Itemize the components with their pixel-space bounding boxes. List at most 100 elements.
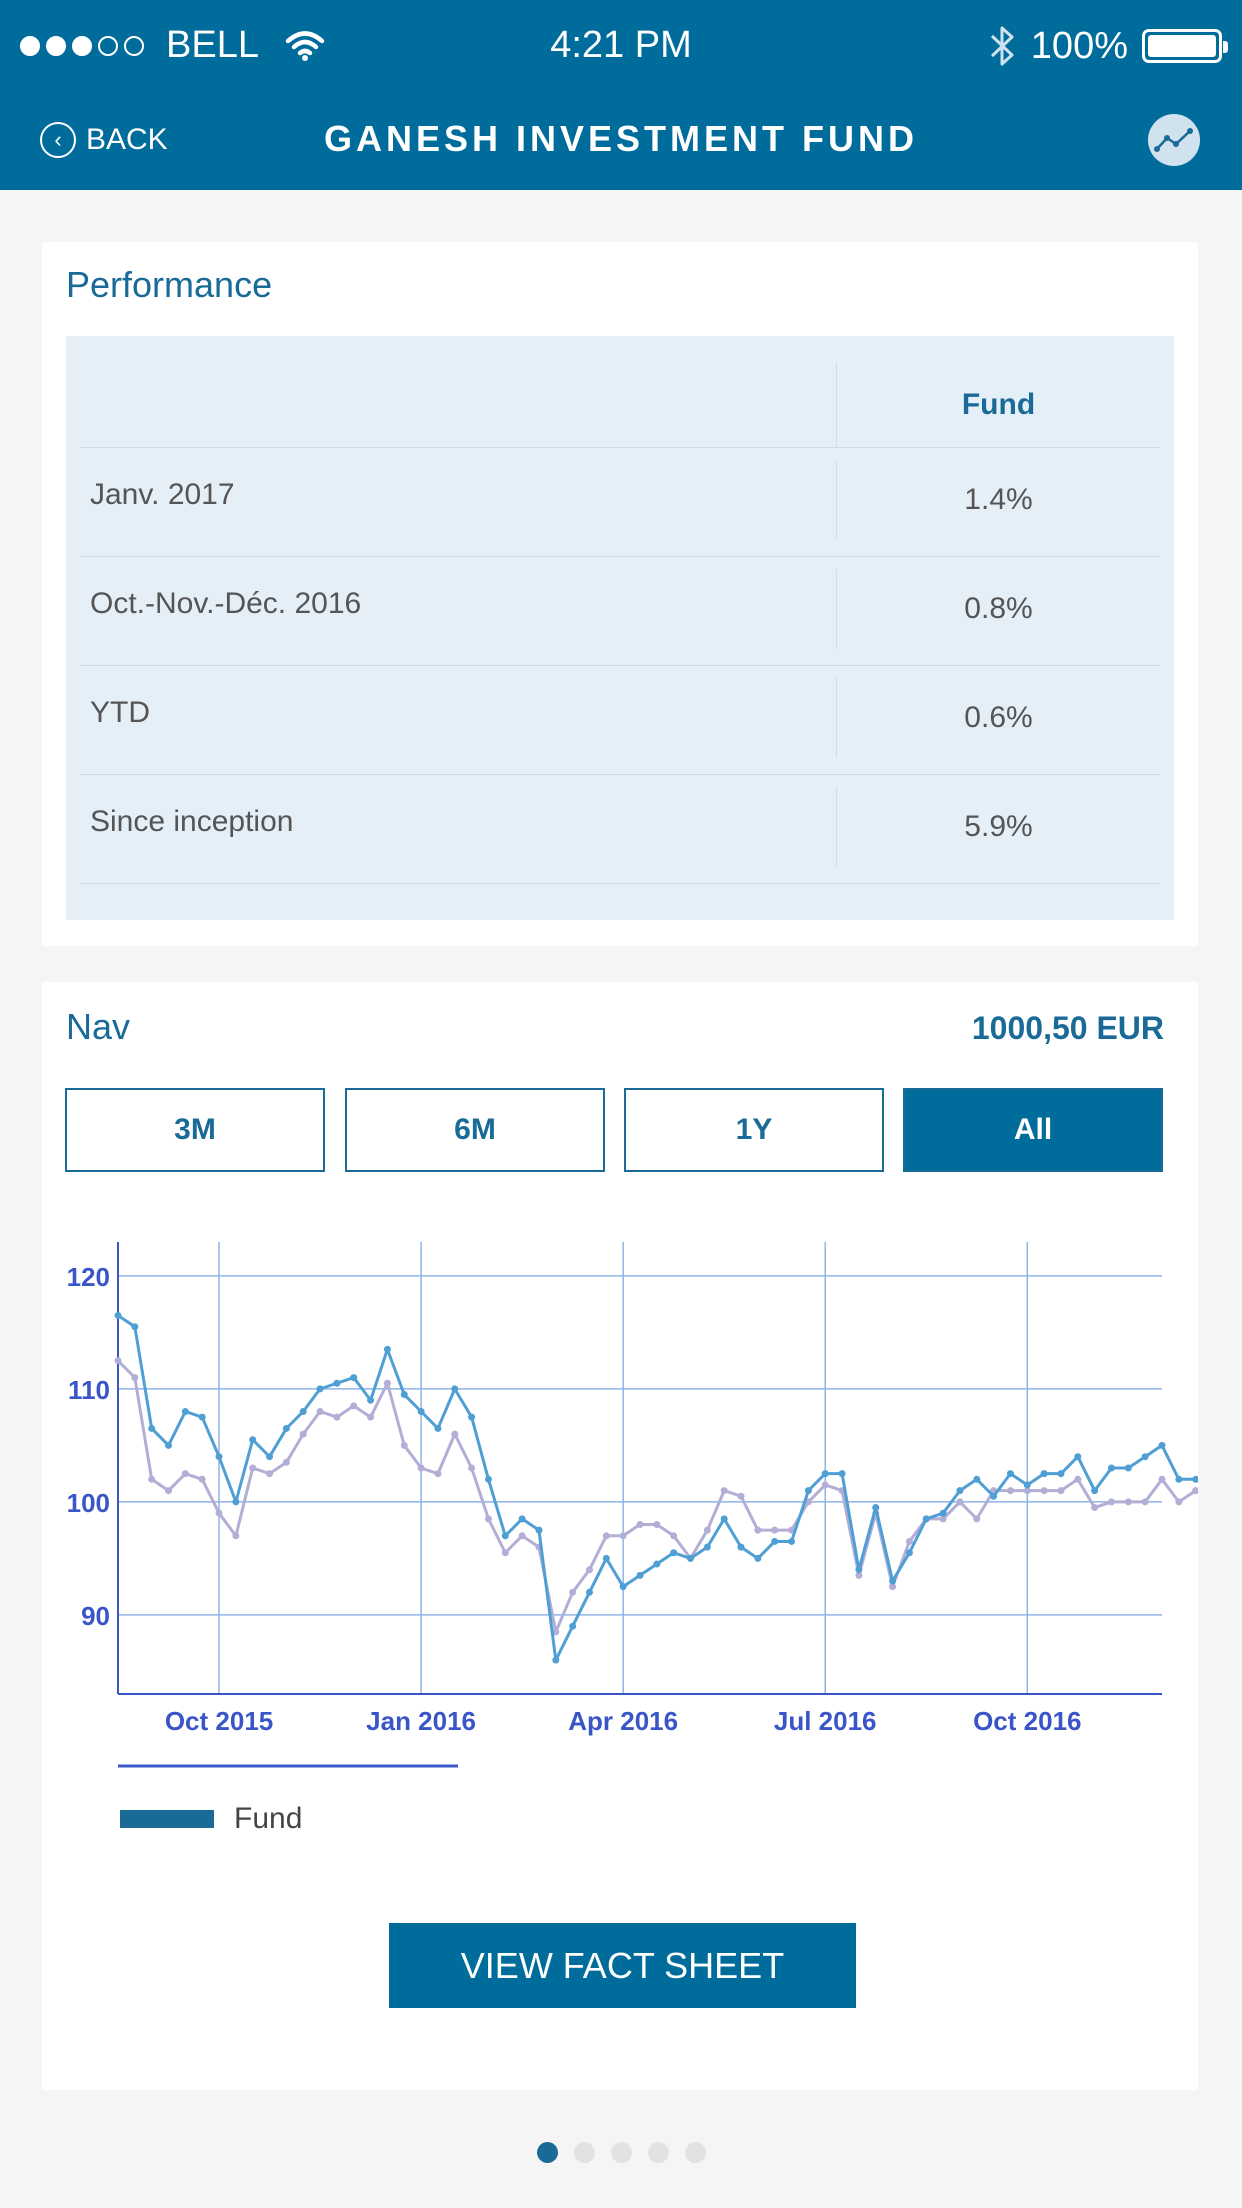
data-point	[585, 1566, 593, 1574]
data-point	[973, 1475, 981, 1483]
x-tick-label: Apr 2016	[568, 1706, 678, 1736]
data-point	[148, 1424, 156, 1432]
view-fact-sheet-button[interactable]: VIEW FACT SHEET	[389, 1923, 856, 2008]
back-label: BACK	[86, 123, 168, 156]
performance-title: Performance	[66, 264, 273, 305]
data-point	[316, 1408, 324, 1415]
row-value: 5.9%	[836, 787, 1160, 867]
data-point	[468, 1464, 476, 1472]
signal-dot-icon	[46, 35, 66, 56]
series-line	[116, 1359, 1198, 1634]
y-tick-label: 90	[81, 1601, 110, 1631]
data-point	[1057, 1487, 1065, 1495]
data-point	[282, 1458, 290, 1466]
range-button-6m[interactable]: 6M	[345, 1088, 605, 1172]
data-point	[367, 1413, 375, 1421]
data-point	[619, 1532, 627, 1540]
performance-card: Performance Fund Janv. 2017 1.4% Oct.-No…	[42, 242, 1198, 946]
data-point	[737, 1543, 745, 1551]
page-dot[interactable]	[573, 2142, 595, 2163]
data-point	[670, 1549, 678, 1557]
battery-icon	[1142, 29, 1228, 63]
row-value: 0.6%	[836, 678, 1160, 758]
data-point	[956, 1498, 964, 1506]
table-row: Janv. 2017 1.4%	[80, 448, 1160, 557]
row-label: YTD	[90, 696, 150, 729]
data-point	[232, 1532, 240, 1540]
data-point	[889, 1583, 897, 1591]
data-point	[804, 1487, 812, 1495]
range-button-all[interactable]: All	[903, 1088, 1163, 1172]
data-point	[670, 1532, 678, 1540]
data-point	[215, 1453, 223, 1461]
data-point	[1192, 1487, 1198, 1495]
data-point	[720, 1487, 728, 1495]
page-dot[interactable]	[647, 2142, 669, 2163]
signal-dot-icon	[72, 35, 92, 56]
data-point	[1023, 1481, 1031, 1489]
data-point	[535, 1526, 543, 1534]
battery-percent: 100%	[1030, 24, 1128, 67]
data-point	[939, 1509, 947, 1517]
bluetooth-icon	[990, 26, 1014, 66]
range-button-3m[interactable]: 3M	[65, 1088, 325, 1172]
data-point	[400, 1441, 408, 1449]
nav-value: 1000,50 EUR	[971, 1010, 1164, 1046]
data-point	[215, 1509, 223, 1517]
range-button-1y[interactable]: 1Y	[624, 1088, 884, 1172]
data-point	[1175, 1475, 1183, 1483]
signal-dot-icon	[98, 35, 118, 56]
page-indicator	[0, 2142, 1242, 2163]
data-point	[165, 1487, 173, 1495]
data-point	[299, 1430, 307, 1438]
data-point	[181, 1408, 189, 1415]
data-point	[1040, 1470, 1048, 1478]
data-point	[1091, 1487, 1099, 1495]
data-point	[1023, 1487, 1031, 1495]
data-point	[232, 1498, 240, 1506]
data-point	[400, 1391, 408, 1399]
signal-group: BELL	[20, 24, 325, 67]
row-label: Oct.-Nov.-Déc. 2016	[90, 587, 362, 620]
data-point	[266, 1470, 274, 1478]
data-point	[703, 1526, 711, 1534]
data-point	[1057, 1470, 1065, 1478]
data-point	[1091, 1504, 1099, 1512]
data-point	[1074, 1475, 1082, 1483]
back-button[interactable]: ‹ BACK	[40, 122, 168, 158]
data-point	[114, 1311, 122, 1319]
data-point	[771, 1537, 779, 1545]
data-point	[602, 1554, 610, 1562]
data-point	[518, 1532, 526, 1540]
data-point	[1040, 1487, 1048, 1495]
data-point	[1107, 1464, 1115, 1472]
data-point	[636, 1571, 644, 1579]
data-point	[1141, 1453, 1149, 1461]
data-point	[131, 1323, 139, 1331]
data-point	[367, 1396, 375, 1404]
data-point	[1175, 1498, 1183, 1506]
data-point	[181, 1470, 189, 1478]
data-point	[737, 1492, 745, 1500]
data-point	[383, 1345, 391, 1353]
page-dot[interactable]	[610, 2142, 632, 2163]
data-point	[350, 1402, 358, 1410]
data-point	[114, 1357, 122, 1365]
chart-button[interactable]	[1148, 114, 1200, 166]
data-point	[569, 1622, 577, 1630]
data-point	[653, 1521, 661, 1528]
data-point	[788, 1537, 796, 1545]
nav-title: Nav	[66, 1006, 131, 1047]
page-dot[interactable]	[536, 2142, 558, 2163]
page-dot[interactable]	[684, 2142, 706, 2163]
data-point	[501, 1549, 509, 1557]
data-point	[552, 1628, 560, 1636]
table-row: Oct.-Nov.-Déc. 2016 0.8%	[80, 557, 1160, 666]
y-tick-label: 120	[67, 1262, 110, 1292]
data-point	[1158, 1441, 1166, 1449]
data-point	[1141, 1498, 1149, 1506]
carrier-name: BELL	[166, 24, 259, 66]
nav-bar: ‹ BACK GANESH INVESTMENT FUND	[0, 100, 1242, 180]
app-header: BELL 4:21 PM 100% ‹ BACK GANESH INVESTME…	[0, 0, 1242, 190]
row-label: Since inception	[90, 805, 294, 838]
